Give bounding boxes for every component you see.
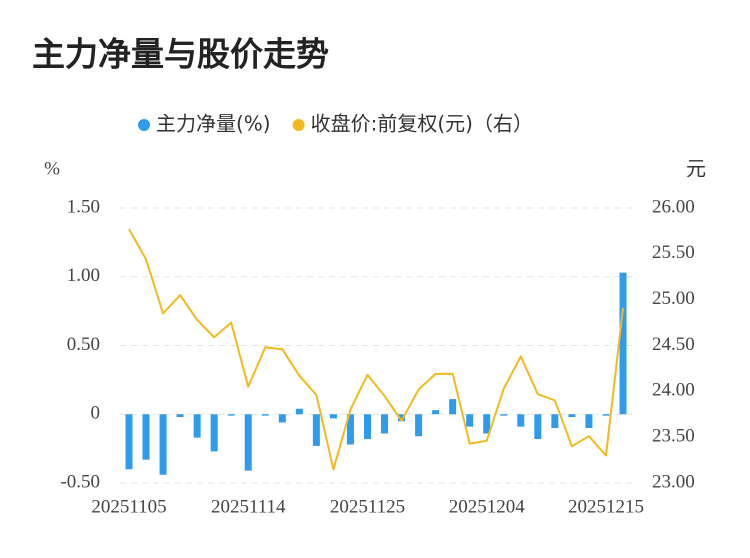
bar [585,414,593,428]
y2-tick-label: 23.50 [652,426,695,447]
bar [415,414,423,437]
y-tick-label: 1.50 [67,196,100,217]
y2-tick-label: 26.00 [652,196,695,217]
x-tick-label: 20251114 [211,496,286,517]
bar [363,414,371,439]
line [128,228,624,471]
bar [312,414,320,446]
bar [466,414,474,427]
y-tick-label: 0 [91,403,101,424]
bar [346,414,354,445]
legend-label: 主力净量(%) [156,112,271,136]
bar [176,414,184,417]
bar [125,414,133,470]
bar [159,414,167,475]
legend-marker [138,119,150,131]
bar [210,414,218,452]
bar [261,414,269,416]
bar [278,414,286,423]
bar [381,414,389,434]
bar [193,414,201,438]
bar [329,414,337,419]
x-tick-label: 20251125 [330,496,405,517]
x-tick-label: 20251204 [449,496,526,517]
y2-axis-label: 元 [686,157,706,181]
legend-label: 收盘价:前复权(元)（右） [311,112,533,136]
x-tick-label: 20251105 [91,496,166,517]
bar [517,414,525,427]
bar [295,408,303,415]
y-tick-label: 0.50 [67,334,100,355]
legend-marker [292,119,305,131]
bar [619,272,627,415]
bar [398,414,406,422]
bar [534,414,542,439]
bar [227,414,235,416]
y-tick-label: -0.50 [60,471,100,492]
bar [142,414,150,460]
bar [449,399,457,415]
y2-tick-label: 23.00 [652,471,695,492]
bar [602,414,610,416]
y2-tick-label: 24.50 [652,334,695,355]
y2-tick-label: 24.00 [652,380,695,401]
y2-tick-label: 25.50 [652,242,695,263]
y2-tick-label: 25.00 [652,288,695,309]
bar [483,414,491,434]
y-tick-label: 1.00 [67,265,100,286]
bar [568,414,576,417]
chart-title: 主力净量与股价走势 [32,35,329,74]
bar [551,414,559,428]
bar [500,414,508,416]
bar [432,410,440,415]
bar [244,414,252,471]
y-axis-label: % [44,158,60,179]
x-tick-label: 20251215 [568,496,644,517]
